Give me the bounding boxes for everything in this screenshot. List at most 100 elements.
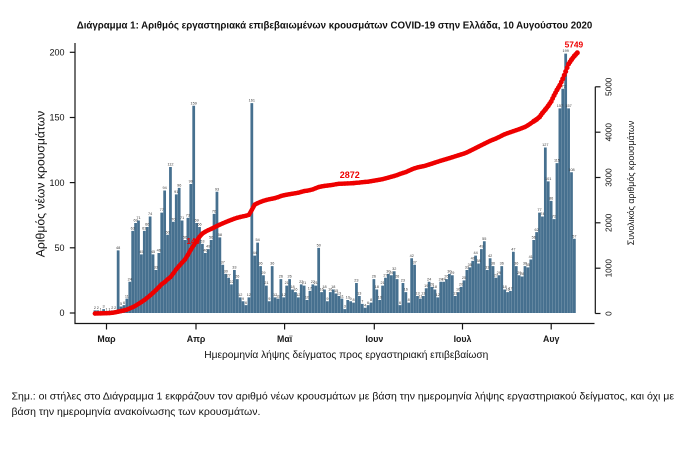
svg-text:Διάγραμμα 1: Αριθμός εργαστηρι: Διάγραμμα 1: Αριθμός εργαστηριακά επιβεβ… [77,20,593,31]
svg-text:2: 2 [111,306,113,310]
svg-text:18: 18 [290,285,294,289]
svg-text:21: 21 [380,281,384,285]
svg-text:157: 157 [565,104,571,108]
svg-text:19: 19 [424,284,428,288]
svg-text:46: 46 [203,249,207,253]
svg-text:2: 2 [94,306,96,310]
svg-text:1: 1 [100,307,102,311]
svg-text:1: 1 [105,307,107,311]
svg-text:11: 11 [418,294,422,298]
svg-text:5749: 5749 [565,39,584,49]
svg-text:30: 30 [447,270,451,274]
svg-text:5: 5 [120,302,122,306]
svg-text:8: 8 [352,298,354,302]
svg-text:Μαϊ: Μαϊ [277,334,293,344]
svg-text:63: 63 [142,227,146,231]
svg-text:36: 36 [514,262,518,266]
svg-text:5000: 5000 [604,77,614,96]
svg-text:73: 73 [186,213,190,217]
svg-text:172: 172 [560,84,566,88]
svg-text:37: 37 [221,260,225,264]
svg-text:9: 9 [350,297,352,301]
svg-text:21: 21 [264,281,268,285]
svg-text:18: 18 [375,285,379,289]
svg-text:6: 6 [367,301,369,305]
svg-text:20: 20 [459,283,463,287]
svg-text:32: 32 [392,267,396,271]
svg-text:12: 12 [273,293,277,297]
svg-text:16: 16 [505,288,509,292]
svg-text:29: 29 [517,271,521,275]
svg-text:12: 12 [436,293,440,297]
svg-text:16: 16 [328,288,332,292]
svg-text:100: 100 [49,178,64,188]
svg-text:71: 71 [180,216,184,220]
svg-text:21: 21 [314,281,318,285]
svg-text:7: 7 [361,300,363,304]
svg-text:46: 46 [157,249,161,253]
svg-text:57: 57 [572,234,576,238]
svg-text:66: 66 [197,223,201,227]
svg-text:24: 24 [439,277,443,281]
svg-text:1: 1 [108,307,110,311]
svg-text:58: 58 [218,233,222,237]
svg-text:69: 69 [194,219,198,223]
svg-text:3: 3 [344,305,346,309]
svg-text:30: 30 [224,270,228,274]
svg-text:55: 55 [482,237,486,241]
svg-text:20: 20 [430,283,434,287]
svg-text:βάση την ημερομηνία ανακοίνωση: βάση την ημερομηνία ανακοίνωσης των κρου… [12,406,261,418]
svg-text:27: 27 [494,273,498,277]
svg-text:72: 72 [552,215,556,219]
svg-text:44: 44 [473,251,477,255]
svg-text:Σημ.: οι στήλες στο Διάγραμμα: Σημ.: οι στήλες στο Διάγραμμα 1 εκφράζου… [12,391,675,403]
svg-text:35: 35 [468,263,472,267]
svg-text:47: 47 [511,247,515,251]
svg-text:200: 200 [49,48,64,58]
svg-text:6: 6 [399,301,401,305]
svg-text:3000: 3000 [604,168,614,187]
svg-text:86: 86 [549,197,553,201]
svg-text:112: 112 [167,163,173,167]
svg-text:26: 26 [235,275,239,279]
svg-text:26: 26 [372,275,376,279]
svg-text:36: 36 [500,262,504,266]
svg-text:28: 28 [520,272,524,276]
svg-text:96: 96 [177,184,181,188]
svg-text:4000: 4000 [604,123,614,142]
svg-text:Μαρ: Μαρ [97,334,116,344]
svg-text:50: 50 [317,243,321,247]
svg-text:29: 29 [261,271,265,275]
svg-text:33: 33 [154,266,158,270]
svg-text:62: 62 [534,228,538,232]
svg-text:157: 157 [557,104,563,108]
svg-text:54: 54 [255,238,259,242]
svg-text:22: 22 [311,280,315,284]
svg-text:16: 16 [319,288,323,292]
svg-text:18: 18 [322,285,326,289]
svg-text:17: 17 [308,286,312,290]
svg-text:16: 16 [456,288,460,292]
svg-text:26: 26 [279,275,283,279]
svg-text:12: 12 [282,293,286,297]
svg-text:27: 27 [383,273,387,277]
svg-text:Αριθμός νέων κρουσμάτων: Αριθμός νέων κρουσμάτων [34,111,48,257]
svg-text:74: 74 [148,212,152,216]
svg-text:2000: 2000 [604,213,614,232]
svg-text:33: 33 [232,266,236,270]
svg-text:18: 18 [502,285,506,289]
svg-text:99: 99 [189,180,193,184]
svg-text:26: 26 [287,275,291,279]
svg-text:30: 30 [386,270,390,274]
svg-text:45: 45 [151,250,155,254]
svg-text:15: 15 [334,289,338,293]
svg-text:199: 199 [563,49,569,53]
svg-text:21: 21 [285,281,289,285]
svg-text:Αυγ: Αυγ [543,334,559,344]
svg-text:29: 29 [389,271,393,275]
svg-text:4: 4 [364,303,366,307]
svg-text:56: 56 [183,236,187,240]
svg-text:108: 108 [568,168,574,172]
svg-text:23: 23 [354,279,358,283]
svg-text:0: 0 [59,308,64,318]
